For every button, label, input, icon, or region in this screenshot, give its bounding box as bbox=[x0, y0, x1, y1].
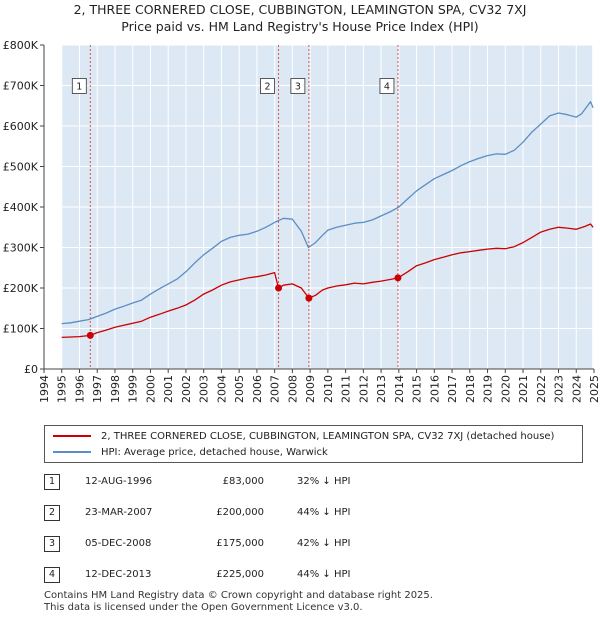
chart-title: 2, THREE CORNERED CLOSE, CUBBINGTON, LEA… bbox=[73, 2, 527, 17]
x-tick-label: 2004 bbox=[215, 375, 228, 403]
footer-line-copyright: Contains HM Land Registry data © Crown c… bbox=[44, 590, 433, 601]
legend-item-property: 2, THREE CORNERED CLOSE, CUBBINGTON, LEA… bbox=[53, 429, 554, 443]
sale-label-number: 4 bbox=[384, 82, 390, 93]
sale-label-number: 3 bbox=[295, 82, 301, 93]
x-tick-label: 1994 bbox=[38, 375, 51, 403]
x-tick-label: 1995 bbox=[56, 375, 69, 403]
sale-point bbox=[394, 274, 402, 282]
sale-hpi-diff: 32% ↓ HPI bbox=[297, 476, 351, 487]
x-tick-label: 2011 bbox=[340, 375, 353, 403]
sale-label-box bbox=[71, 78, 87, 94]
sale-label-number: 2 bbox=[265, 82, 271, 93]
x-tick-label: 2018 bbox=[464, 375, 477, 403]
x-tick-label: 2025 bbox=[588, 375, 600, 403]
y-tick-label: £300K bbox=[3, 242, 39, 255]
x-tick-label: 1998 bbox=[109, 375, 122, 403]
y-tick-label: £0 bbox=[24, 363, 38, 376]
sale-date: 12-DEC-2013 bbox=[85, 569, 152, 580]
legend-swatch-property bbox=[53, 435, 91, 437]
sale-hpi-diff: 42% ↓ HPI bbox=[297, 538, 351, 549]
x-tick-label: 2009 bbox=[304, 375, 317, 403]
y-tick-label: £400K bbox=[3, 201, 39, 214]
sale-row: 4 12-DEC-2013 £225,000 44% ↓ HPI bbox=[44, 567, 464, 598]
sale-label-number: 1 bbox=[76, 82, 82, 93]
sale-number: 2 bbox=[44, 505, 60, 521]
legend-label-property: 2, THREE CORNERED CLOSE, CUBBINGTON, LEA… bbox=[101, 430, 555, 442]
sale-date: 05-DEC-2008 bbox=[85, 538, 152, 549]
y-tick-label: £500K bbox=[3, 161, 39, 174]
sale-price: £175,000 bbox=[216, 538, 264, 549]
x-tick-label: 2014 bbox=[393, 375, 406, 403]
sales-table: 1 12-AUG-1996 £83,000 32% ↓ HPI 2 23-MAR… bbox=[44, 474, 464, 598]
y-tick-label: £600K bbox=[3, 120, 39, 133]
y-tick-label: £700K bbox=[3, 80, 39, 93]
x-tick-label: 2006 bbox=[251, 375, 264, 403]
sale-date: 12-AUG-1996 bbox=[85, 476, 153, 487]
sale-row: 1 12-AUG-1996 £83,000 32% ↓ HPI bbox=[44, 474, 464, 505]
sale-number: 3 bbox=[44, 536, 60, 552]
property-price-line bbox=[61, 223, 594, 339]
sale-row: 2 23-MAR-2007 £200,000 44% ↓ HPI bbox=[44, 505, 464, 536]
sale-number: 1 bbox=[44, 474, 60, 490]
x-tick-label: 2007 bbox=[269, 375, 282, 403]
x-tick-label: 2008 bbox=[286, 375, 299, 403]
sale-price: £200,000 bbox=[216, 507, 264, 518]
axes: £0 £100K £200K £300K £400K £500K £600K £700K £80… bbox=[3, 39, 600, 403]
legend-label-hpi: HPI: Average price, detached house, Warw… bbox=[101, 446, 328, 458]
y-tick-label: £100K bbox=[3, 323, 39, 336]
y-tick-label: £800K bbox=[3, 39, 39, 52]
sale-labels: 1 2 3 4 bbox=[71, 78, 395, 94]
sale-hpi-diff: 44% ↓ HPI bbox=[297, 569, 351, 580]
x-tick-label: 2021 bbox=[517, 375, 530, 403]
x-tick-label: 2024 bbox=[570, 375, 583, 403]
sale-label-box bbox=[260, 78, 275, 94]
footer: Contains HM Land Registry data © Crown c… bbox=[44, 590, 433, 614]
legend-item-hpi: HPI: Average price, detached house, Warw… bbox=[53, 445, 328, 459]
x-tick-label: 2016 bbox=[428, 375, 441, 403]
x-tick-label: 2019 bbox=[482, 375, 495, 403]
sale-label-box bbox=[290, 78, 306, 94]
x-tick-label: 2017 bbox=[446, 375, 459, 403]
price-chart: 1 2 3 4 £0 £100K £200K £300K £400K £500K £600K £70… bbox=[3, 39, 600, 403]
x-tick-label: 2013 bbox=[375, 375, 388, 403]
x-tick-label: 1996 bbox=[73, 375, 86, 403]
sale-price: £225,000 bbox=[216, 569, 264, 580]
sale-point bbox=[86, 331, 94, 339]
x-tick-label: 2012 bbox=[357, 375, 370, 403]
x-tick-label: 2003 bbox=[198, 375, 211, 403]
chart-subtitle: Price paid vs. HM Land Registry's House … bbox=[121, 19, 479, 34]
sale-hpi-diff: 44% ↓ HPI bbox=[297, 507, 351, 518]
x-tick-label: 2015 bbox=[411, 375, 424, 403]
sale-point bbox=[275, 284, 283, 292]
sale-points bbox=[86, 274, 402, 339]
sale-number: 4 bbox=[44, 567, 60, 583]
footer-line-licence: This data is licensed under the Open Gov… bbox=[44, 602, 363, 613]
legend-swatch-hpi bbox=[53, 451, 91, 453]
x-tick-label: 2002 bbox=[180, 375, 193, 403]
x-tick-label: 1997 bbox=[91, 375, 104, 403]
x-tick-label: 1999 bbox=[127, 375, 140, 403]
x-tick-label: 2023 bbox=[553, 375, 566, 403]
x-tick-label: 2000 bbox=[144, 375, 157, 403]
x-tick-label: 2022 bbox=[535, 375, 548, 403]
x-tick-label: 2010 bbox=[322, 375, 335, 403]
sale-date: 23-MAR-2007 bbox=[85, 507, 153, 518]
x-tick-label: 2001 bbox=[162, 375, 175, 403]
sale-point bbox=[305, 294, 313, 302]
x-tick-label: 2005 bbox=[233, 375, 246, 403]
hpi-line bbox=[61, 101, 594, 325]
sale-label-box bbox=[379, 78, 395, 94]
series-lines bbox=[61, 101, 594, 339]
x-tick-label: 2020 bbox=[499, 375, 512, 403]
sale-row: 3 05-DEC-2008 £175,000 42% ↓ HPI bbox=[44, 536, 464, 567]
sale-price: £83,000 bbox=[222, 476, 264, 487]
legend: 2, THREE CORNERED CLOSE, CUBBINGTON, LEA… bbox=[44, 425, 583, 463]
y-tick-label: £200K bbox=[3, 282, 39, 295]
